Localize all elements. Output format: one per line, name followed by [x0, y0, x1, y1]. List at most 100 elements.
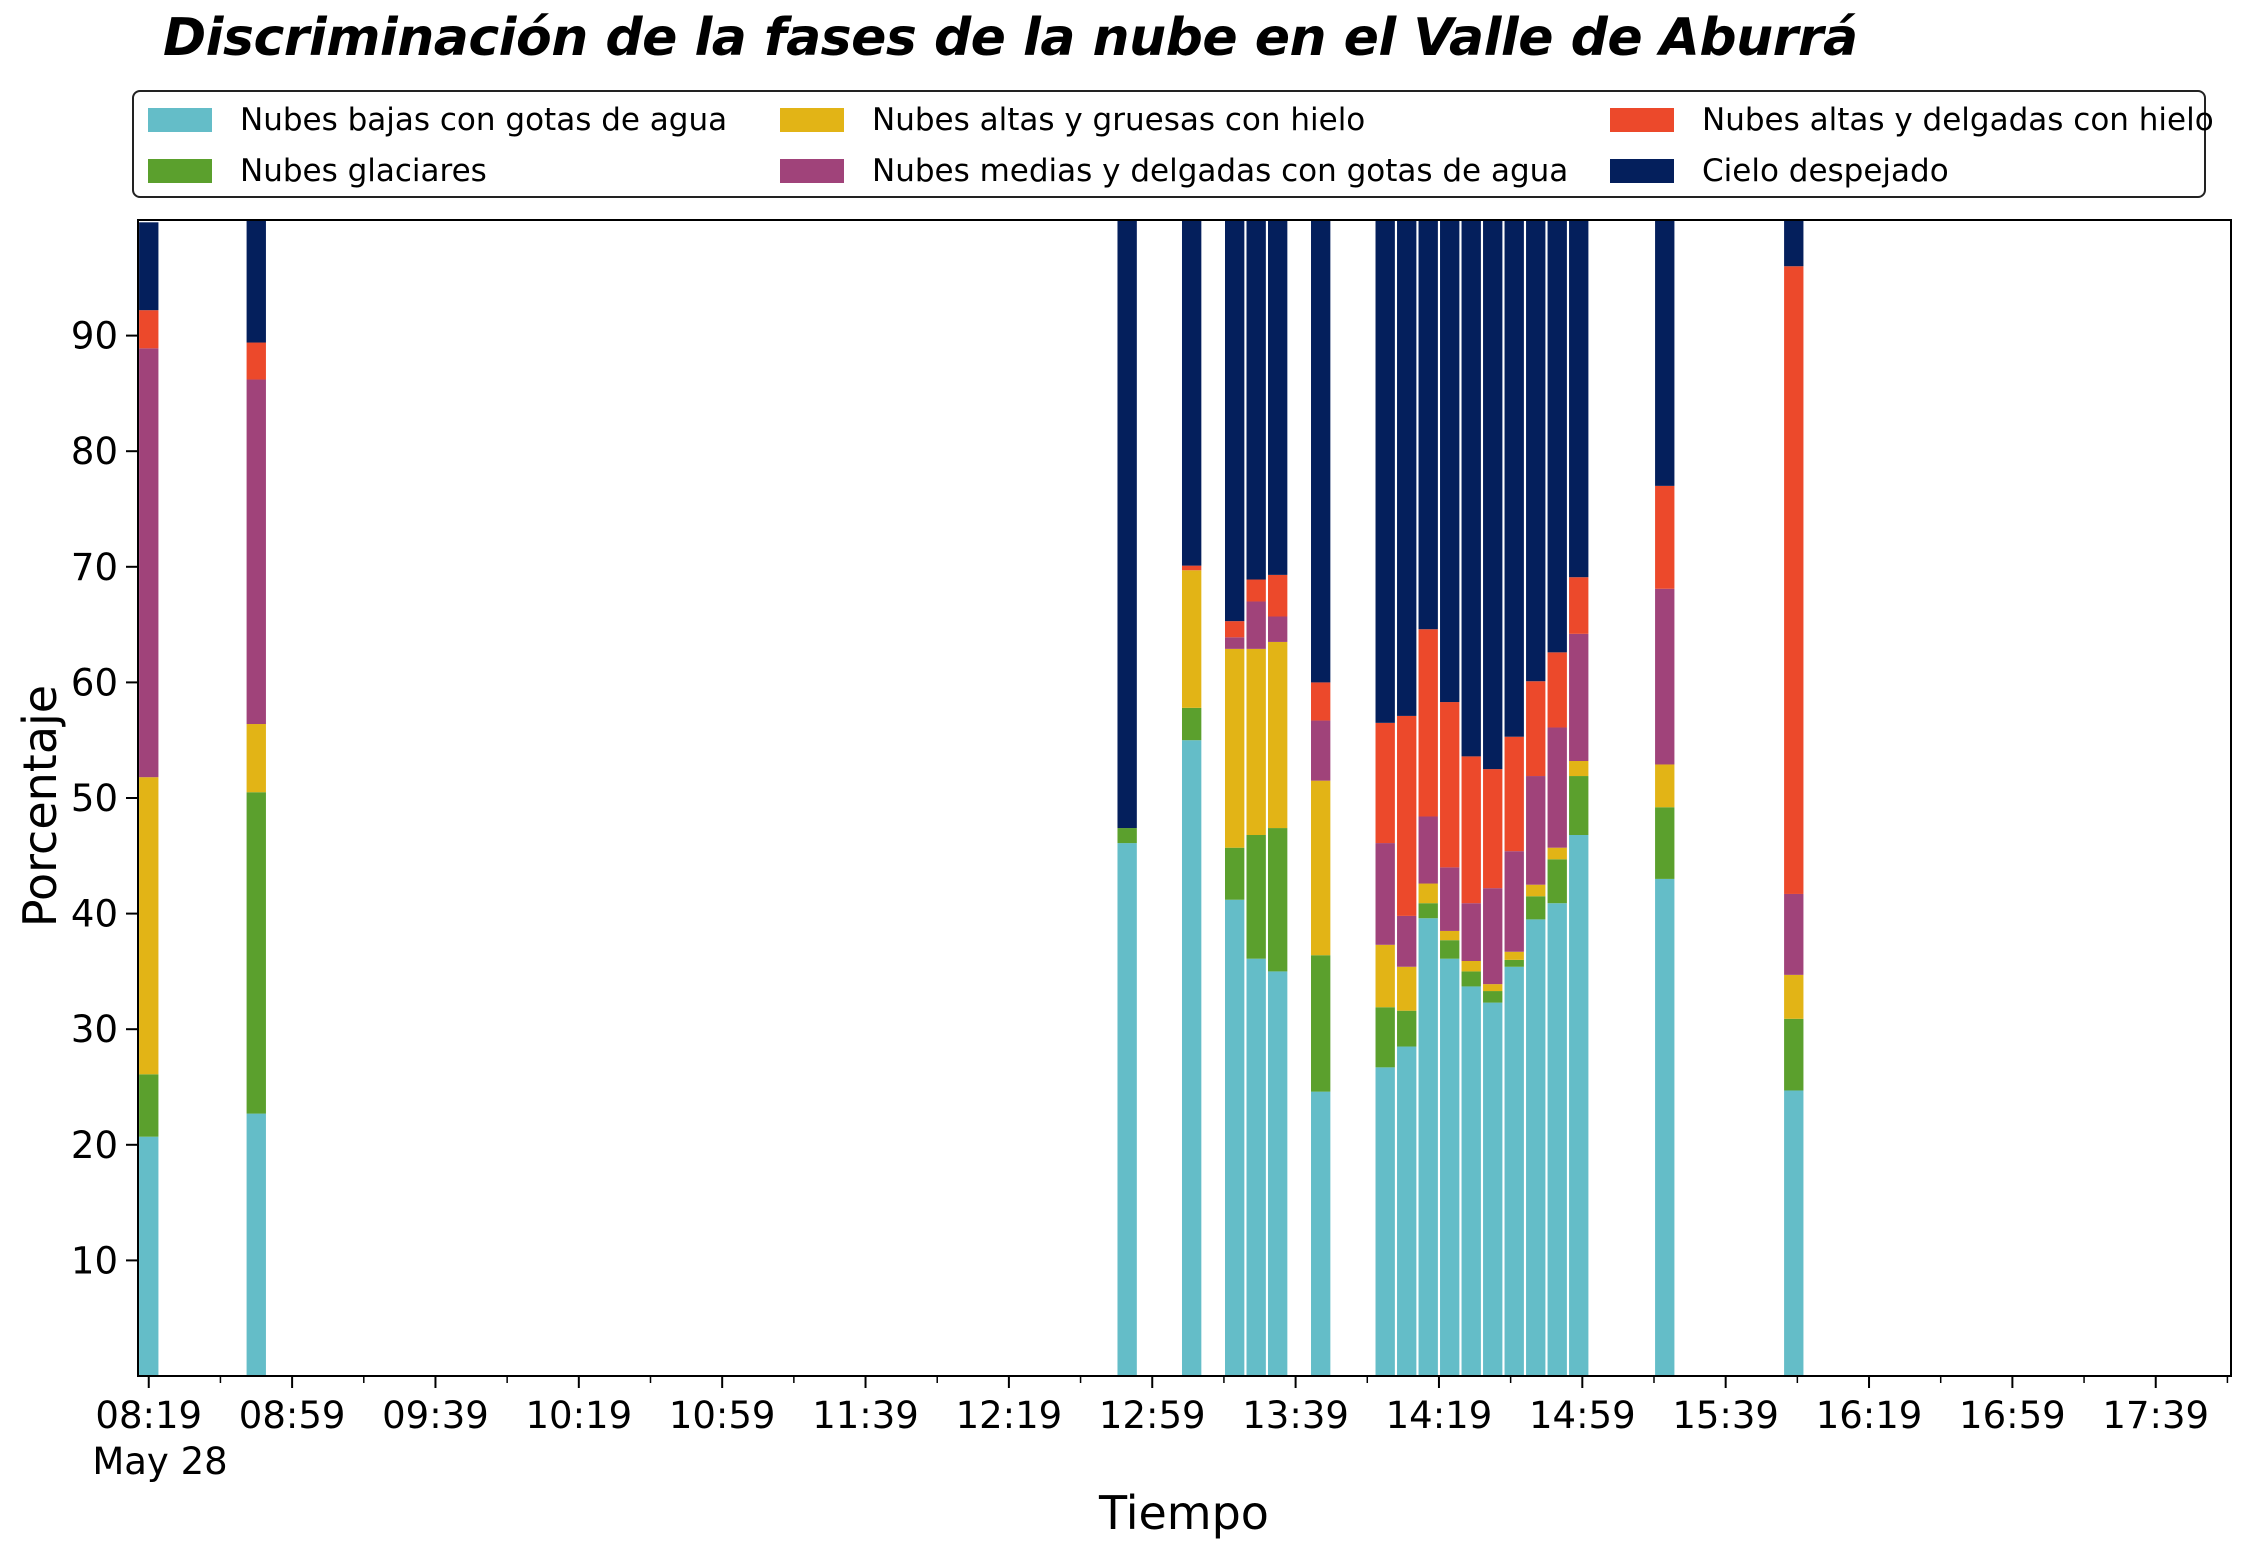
bar-segment [1225, 847, 1245, 900]
bar-segment [1440, 867, 1460, 931]
bar-segment [1440, 220, 1460, 703]
bar-segment [1397, 966, 1417, 1011]
x-tick-label: 12:59 [1099, 1394, 1206, 1437]
bars-layer [139, 220, 1804, 1376]
bar-segment [1526, 884, 1546, 897]
bar-segment [1397, 1046, 1417, 1376]
y-tick-label: 30 [71, 1008, 118, 1051]
bar-segment [1117, 828, 1137, 844]
bar-segment [1569, 577, 1589, 634]
x-date-label: May 28 [92, 1440, 227, 1483]
bar-segment [246, 342, 266, 380]
bar-segment [1375, 722, 1395, 844]
bar-segment [1181, 565, 1202, 571]
x-axis: 08:19 08:59 09:39 10:19 10:59 11:39 12:19 12:59… [95, 1376, 2229, 1437]
bar-segment [139, 777, 159, 1075]
bar-segment [1375, 1067, 1395, 1376]
legend-label: Nubes bajas con gotas de agua [240, 102, 728, 138]
bar-segment [1418, 918, 1438, 1376]
bar-segment [139, 310, 159, 349]
legend-label: Cielo despejado [1702, 153, 1949, 189]
bar-segment [139, 1136, 159, 1376]
bar-segment [1181, 220, 1202, 566]
bar-segment [1418, 903, 1438, 919]
bar-segment [1784, 220, 1804, 267]
bar-segment [1483, 984, 1503, 992]
bar-segment [1440, 930, 1460, 941]
y-tick-label: 90 [71, 315, 118, 358]
bar-segment [1504, 959, 1524, 967]
x-tick-label: 10:59 [669, 1394, 776, 1437]
y-tick-label: 40 [71, 893, 118, 936]
bar-segment [1246, 834, 1266, 959]
bar-segment [1784, 893, 1804, 975]
legend-item-glaciated-clouds: Nubes glaciares [148, 153, 487, 189]
bar-segment [1547, 727, 1567, 848]
bar-segment [1784, 1090, 1804, 1376]
y-tick-label: 80 [71, 430, 118, 473]
bar-segment [1246, 579, 1266, 602]
bar-segment [1181, 707, 1202, 741]
bar-segment [1268, 828, 1288, 972]
bar-segment [1375, 1007, 1395, 1068]
bar-segment [1375, 843, 1395, 945]
y-tick-label: 10 [71, 1239, 118, 1282]
bar-segment [246, 1113, 266, 1376]
x-tick-label: 09:39 [382, 1394, 489, 1437]
bar-segment [1547, 652, 1567, 728]
legend-swatch [148, 108, 212, 132]
bar-segment [1655, 807, 1675, 879]
bar-segment [1483, 888, 1503, 985]
legend-swatch [1610, 108, 1674, 132]
bar-segment [1547, 903, 1567, 1376]
bar-segment [1397, 1010, 1417, 1047]
bar-segment [1268, 641, 1288, 829]
bar-segment [1504, 951, 1524, 960]
x-tick-label: 11:39 [812, 1394, 919, 1437]
legend-item-high-thin-ice-clouds: Nubes altas y delgadas con hielo [1610, 102, 2214, 138]
bar-segment [1784, 974, 1804, 1019]
bar-segment [1655, 485, 1675, 589]
bar-segment [1268, 971, 1288, 1376]
bar-segment [1225, 621, 1245, 638]
x-tick-label: 16:19 [1816, 1394, 1923, 1437]
x-tick-label: 10:19 [525, 1394, 632, 1437]
legend-label: Nubes altas y delgadas con hielo [1702, 102, 2214, 138]
bar-segment [139, 348, 159, 778]
x-tick-label: 13:39 [1242, 1394, 1349, 1437]
bar-segment [1397, 220, 1417, 716]
bar-segment [1268, 220, 1288, 575]
bar-segment [1461, 756, 1481, 904]
bar-segment [1655, 220, 1675, 486]
y-tick-label: 50 [71, 777, 118, 820]
y-axis: 10 20 30 40 50 60 70 80 90 [71, 315, 138, 1282]
bar-segment [1440, 940, 1460, 959]
bar-segment [1268, 616, 1288, 642]
bar-segment [1547, 847, 1567, 860]
bar-segment [1418, 220, 1438, 630]
bar-segment [1526, 919, 1546, 1376]
bar-segment [1483, 769, 1503, 889]
bar-segment [1569, 633, 1589, 762]
bar-segment [1547, 859, 1567, 904]
bar-segment [1569, 776, 1589, 835]
bar-segment [1526, 220, 1546, 682]
bar-segment [1483, 220, 1503, 770]
x-tick-label: 15:39 [1672, 1394, 1779, 1437]
bar-segment [1375, 944, 1395, 1008]
bar-segment [1526, 776, 1546, 885]
bar-segment [1418, 816, 1438, 884]
bar-segment [1246, 601, 1266, 649]
legend-swatch [780, 108, 844, 132]
bar-segment [246, 379, 266, 725]
legend-item-high-thick-ice-clouds: Nubes altas y gruesas con hielo [780, 102, 1365, 138]
bar-segment [1225, 637, 1245, 649]
legend-item-low-water-clouds: Nubes bajas con gotas de agua [148, 102, 727, 138]
bar-segment [1225, 899, 1245, 1376]
x-tick-label: 16:59 [1959, 1394, 2066, 1437]
bar-segment [1311, 955, 1331, 1092]
bar-segment [1181, 740, 1202, 1376]
bar-segment [1655, 878, 1675, 1376]
bar-segment [1483, 1002, 1503, 1376]
